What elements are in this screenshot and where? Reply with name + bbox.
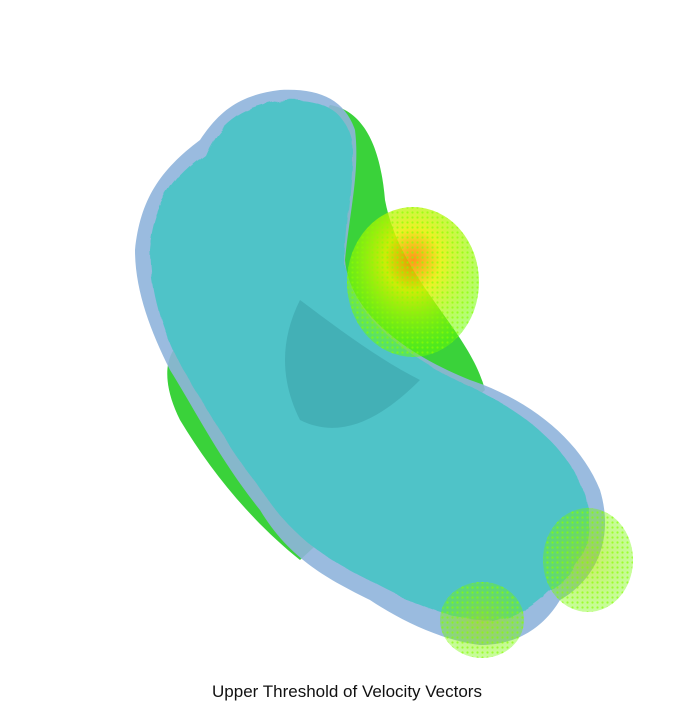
vector-cluster-right-dots xyxy=(543,508,633,612)
figure-caption: Upper Threshold of Velocity Vectors xyxy=(212,682,482,701)
vector-cluster-upper-dots xyxy=(347,207,479,357)
inner-surface xyxy=(150,99,589,621)
surface-shading xyxy=(285,300,420,428)
velocity-vectors xyxy=(347,207,633,658)
vector-cluster-bottom-dots xyxy=(440,582,524,658)
